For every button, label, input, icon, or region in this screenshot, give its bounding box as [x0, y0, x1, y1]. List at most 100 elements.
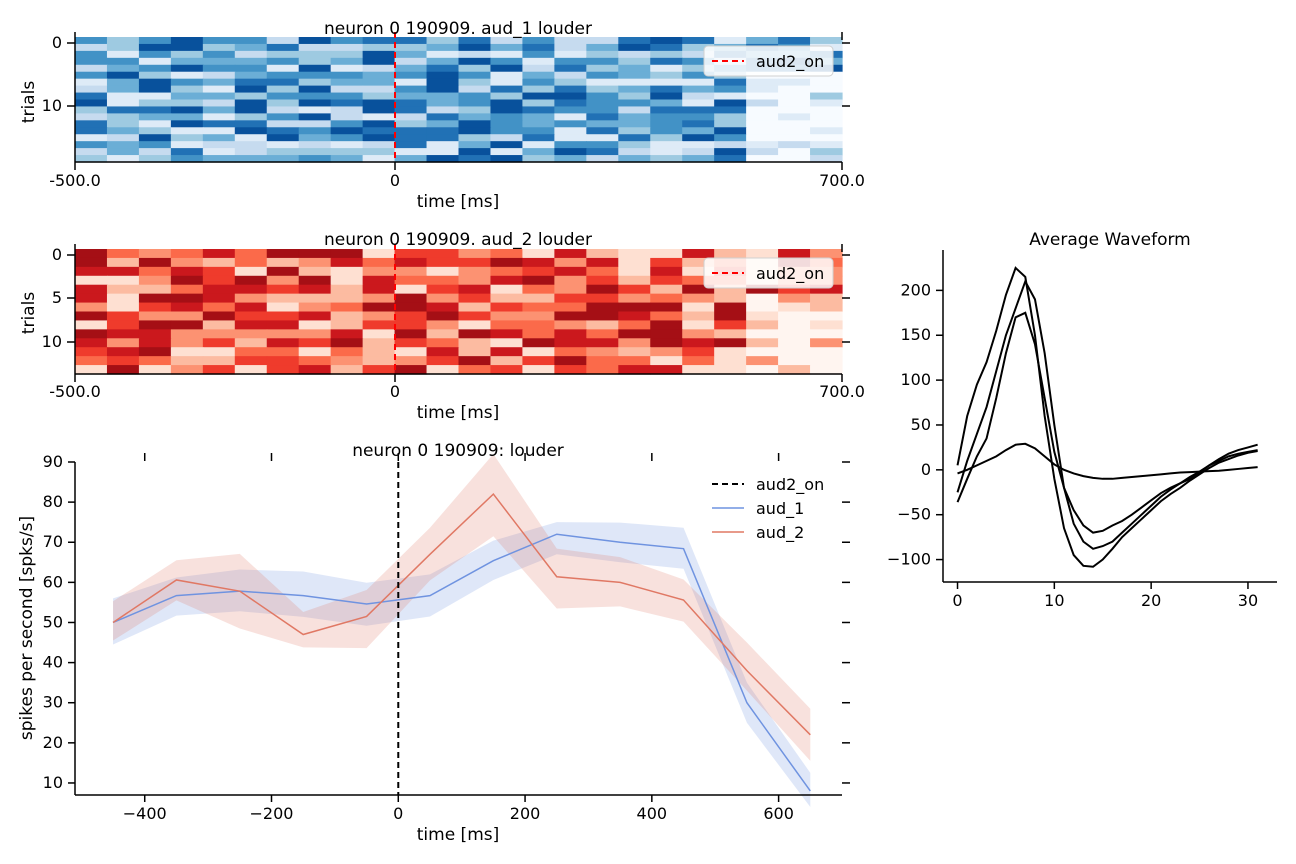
heatmap-cell [650, 329, 683, 339]
heatmap-cell [618, 365, 651, 375]
heatmap-cell [75, 347, 108, 357]
heatmap-cell [234, 85, 268, 94]
heatmap-cell [330, 85, 364, 94]
heatmap-cell [682, 134, 715, 142]
heatmap-cell [426, 85, 460, 94]
heatmap-cell [490, 148, 524, 156]
heatmap-cell [330, 141, 364, 149]
heatmap-cell [170, 338, 204, 348]
heatmap-cell [586, 106, 619, 114]
heatmap-cell [522, 113, 555, 121]
heatmap-cell [106, 78, 140, 87]
heatmap-cell [746, 134, 779, 142]
heatmap-aud1-ytick-label: 10 [42, 96, 62, 115]
heatmap-cell [362, 57, 396, 66]
heatmap-cell [202, 71, 236, 80]
heatmap-cell [458, 106, 492, 114]
heatmap-cell [75, 356, 108, 366]
heatmap-cell [394, 71, 428, 80]
heatmap-cell [682, 249, 715, 259]
heatmap-cell [650, 275, 683, 286]
heatmap-cell [106, 134, 140, 142]
heatmap-cell [75, 50, 108, 59]
heatmap-cell [202, 120, 236, 128]
heatmap-cell [458, 64, 492, 73]
heatmap-cell [362, 92, 396, 101]
heatmap-cell [618, 71, 651, 80]
heatmap-cell [75, 85, 108, 94]
heatmap-cell [266, 365, 300, 375]
heatmap-cell [266, 293, 300, 304]
heatmap-cell [778, 141, 811, 149]
heatmap-cell [554, 92, 587, 101]
heatmap-cell [714, 37, 747, 45]
heatmap-cell [458, 320, 492, 330]
heatmap-cell [266, 329, 300, 339]
heatmap-cell [298, 64, 332, 73]
heatmap-cell [170, 106, 204, 114]
heatmap-cell [586, 92, 619, 101]
heatmap-cell [810, 311, 843, 322]
heatmap-cell [682, 43, 715, 52]
heatmap-cell [746, 338, 779, 348]
waveform-ytick-label: 0 [921, 460, 931, 479]
heatmap-cell [554, 356, 587, 366]
heatmap-cell [746, 127, 779, 135]
heatmap-cell [394, 37, 428, 45]
heatmap-cell [618, 320, 651, 330]
heatmap-cell [106, 141, 140, 149]
heatmap-aud2-title: neuron 0 190909. aud_2 louder [324, 230, 592, 250]
heatmap-cell [362, 365, 396, 375]
heatmap-cell [778, 120, 811, 128]
heatmap-cell [490, 329, 524, 339]
heatmap-cell [362, 85, 396, 94]
waveform-xticks: 0 10 20 30 [952, 582, 1258, 610]
heatmap-cell [106, 275, 140, 286]
heatmap-cell [746, 106, 779, 114]
psth-panel: −400 −200 0 200 400 600 10 20 30 40 50 60 70 80 90 ne… [17, 441, 850, 845]
heatmap-cell [394, 365, 428, 375]
heatmap-cell [106, 85, 140, 94]
heatmap-cell [394, 275, 428, 286]
heatmap-cell [394, 120, 428, 128]
heatmap-cell [458, 356, 492, 366]
heatmap-cell [810, 134, 843, 142]
heatmap-cell [586, 113, 619, 121]
heatmap-cell [330, 338, 364, 348]
heatmap-cell [266, 71, 300, 80]
heatmap-cell [650, 43, 683, 52]
heatmap-cell [586, 134, 619, 142]
heatmap-cell [618, 347, 651, 357]
legend-box [703, 45, 834, 77]
heatmap-cell [394, 64, 428, 73]
waveform-xtick-label: 10 [1044, 591, 1064, 610]
heatmap-cell [75, 329, 108, 339]
heatmap-cell [650, 113, 683, 121]
heatmap-cell [458, 85, 492, 94]
heatmap-cell [170, 43, 204, 52]
heatmap-cell [106, 302, 140, 313]
heatmap-cell [650, 365, 683, 375]
heatmap-cell [746, 99, 779, 108]
waveform-ytick-label: 100 [900, 370, 931, 389]
heatmap-cell [586, 320, 619, 330]
heatmap-cell [202, 338, 236, 348]
heatmap-cell [810, 365, 843, 375]
heatmap-cell [618, 302, 651, 313]
heatmap-cell [266, 50, 300, 59]
heatmap-cell [266, 43, 300, 52]
heatmap-cell [362, 113, 396, 121]
heatmap-cell [362, 37, 396, 45]
heatmap-cell [682, 257, 715, 268]
heatmap-cell [650, 338, 683, 348]
heatmap-cell [618, 284, 651, 295]
legend-label: aud_1 [756, 499, 804, 519]
heatmap-cell [138, 141, 172, 149]
heatmap-cell [298, 148, 332, 156]
heatmap-cell [458, 293, 492, 304]
heatmap-cell [138, 356, 172, 366]
heatmap-cell [554, 329, 587, 339]
heatmap-cell [170, 113, 204, 121]
heatmap-cell [298, 92, 332, 101]
